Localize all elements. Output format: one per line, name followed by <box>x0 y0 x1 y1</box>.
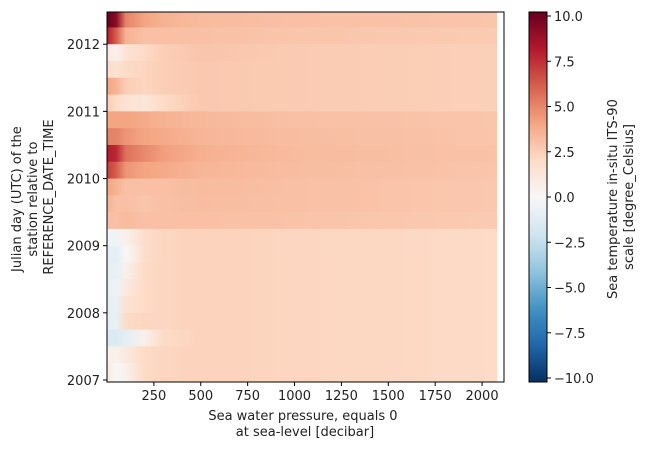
heatmap-row <box>107 312 498 331</box>
heatmap-row <box>107 94 498 112</box>
x-tick-label: 500 <box>188 389 213 404</box>
colorbar-tick-label: −5.0 <box>554 282 586 297</box>
colorbar <box>528 11 548 383</box>
heatmap-row <box>107 144 498 163</box>
heatmap-row <box>107 161 498 180</box>
colorbar-tick-label: −10.0 <box>554 372 594 387</box>
x-axis: 250 500 750 1000 1250 1500 1750 2000 <box>141 382 499 404</box>
y-tick-label: 2010 <box>67 173 100 188</box>
heatmap-row <box>107 111 498 129</box>
x-axis-label-line1: Sea water pressure, equals 0 <box>208 409 397 424</box>
heatmap-row <box>107 27 498 45</box>
y-axis-label-line2: station relative to <box>26 141 41 256</box>
y-axis-label-line3: REFERENCE_DATE_TIME <box>42 119 57 274</box>
colorbar-tick-label: 0.0 <box>554 191 575 206</box>
x-tick-label: 750 <box>235 389 260 404</box>
heatmap-row <box>107 363 498 383</box>
colorbar-tick-label: −7.5 <box>554 327 586 342</box>
x-tick-label: 1500 <box>372 389 405 404</box>
y-axis-label: Julian day (UTC) of the station relative… <box>10 119 57 274</box>
y-tick-label: 2012 <box>67 38 100 53</box>
plot-frame <box>106 11 505 383</box>
y-axis-label-line1: Julian day (UTC) of the <box>10 126 25 273</box>
colorbar-tick-label: 10.0 <box>554 10 583 25</box>
x-axis-label: Sea water pressure, equals 0 at sea-leve… <box>208 409 401 440</box>
y-tick-label: 2007 <box>67 374 100 389</box>
colorbar-tick-label: 5.0 <box>554 101 575 116</box>
heatmap-row <box>107 61 498 79</box>
x-tick-label: 1250 <box>325 389 358 404</box>
heatmap-row <box>107 12 498 28</box>
heatmap-row <box>107 44 498 62</box>
colorbar-label-line1: Sea temperature in-situ ITS-90 <box>606 99 621 299</box>
x-tick-label: 2000 <box>466 389 499 404</box>
colorbar-tick-label: −2.5 <box>554 236 586 251</box>
colorbar-tick-label: 7.5 <box>554 55 575 70</box>
colorbar-label-line2: scale [degree_Celsius] <box>622 124 637 270</box>
heatmap-row <box>107 128 498 146</box>
colorbar-axis: 10.0 7.5 5.0 2.5 0.0 −2.5 −5.0 −7.5 −10.0 <box>547 10 594 387</box>
x-tick-label: 250 <box>141 389 166 404</box>
heatmap-row <box>107 279 498 297</box>
y-tick-label: 2009 <box>67 240 100 255</box>
y-axis: 2007 2008 2009 2010 2011 2012 <box>67 38 107 389</box>
heatmap-row <box>107 228 498 247</box>
heatmap-row <box>107 296 498 314</box>
heatmap-row <box>107 77 498 96</box>
y-tick-label: 2008 <box>67 307 100 322</box>
heatmap-cells <box>107 12 498 383</box>
heatmap-row <box>107 329 498 347</box>
heatmap-row <box>107 245 498 263</box>
heatmap-row <box>107 262 498 280</box>
heatmap-row <box>107 212 498 230</box>
heatmap-row <box>107 346 498 364</box>
heatmap-row <box>107 178 498 196</box>
heatmap-row <box>107 195 498 213</box>
y-tick-label: 2011 <box>67 105 100 120</box>
colorbar-label: Sea temperature in-situ ITS-90 scale [de… <box>606 95 637 299</box>
x-tick-label: 1000 <box>278 389 311 404</box>
x-axis-label-line2: at sea-level [decibar] <box>236 425 374 440</box>
colorbar-tick-label: 2.5 <box>554 146 575 161</box>
x-tick-label: 1750 <box>419 389 452 404</box>
